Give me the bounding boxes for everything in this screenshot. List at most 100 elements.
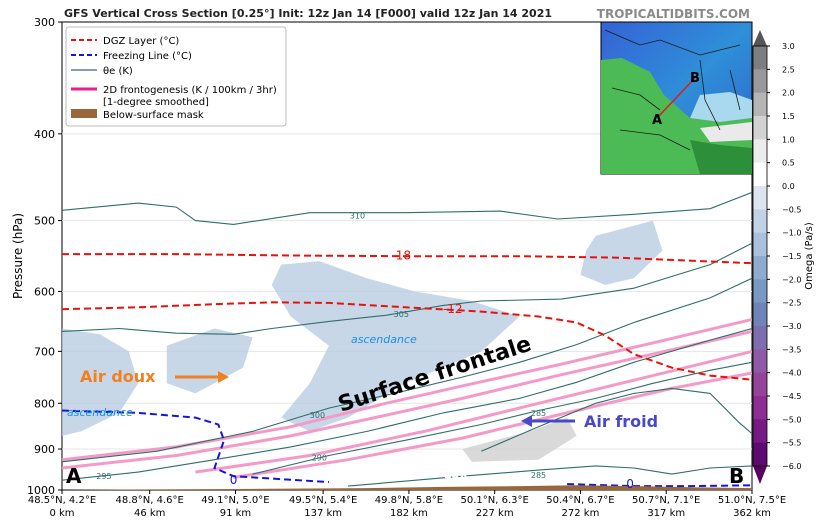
colorbar-cell-4: [753, 139, 767, 164]
below-surface-mask: [62, 485, 752, 490]
colorbar-tick-label-5: 0.5: [782, 159, 795, 168]
colorbar-tick-label-10: −2.0: [782, 275, 801, 284]
colorbar-cell-0: [753, 46, 767, 70]
colorbar-cell-9: [753, 256, 767, 280]
x-tick-dist-5: 227 km: [476, 508, 514, 519]
chart-title: GFS Vertical Cross Section [0.25°] Init:…: [64, 7, 552, 20]
colorbar-tick-label-17: −5.5: [782, 439, 801, 448]
lux-label: LUX: [444, 468, 469, 481]
colorbar-cell-2: [753, 92, 767, 117]
colorbar-bottom-extension: [753, 466, 767, 484]
theta-295-line: [62, 327, 752, 481]
inset-map-section-line: [656, 77, 696, 119]
x-tick-dist-8: 362 km: [733, 508, 771, 519]
air-froid-label: Air froid: [584, 412, 658, 431]
ascendance-label-center: ascendance: [351, 333, 417, 346]
x-tick-coord-3: 49.5°N, 5.4°E: [289, 495, 357, 506]
colorbar-cell-13: [753, 349, 767, 374]
colorbar-cell-10: [753, 279, 767, 304]
theta-285-line: [347, 465, 752, 487]
legend-label-1: Freezing Line (°C): [103, 51, 192, 62]
colorbar-label: Omega (Pa/s): [804, 222, 815, 290]
y-tick-label-1000: 1000: [27, 484, 55, 497]
contour-label-dgz-upper: -18: [391, 248, 411, 262]
theta-305-line: [62, 242, 752, 335]
air-froid-arrowhead: [521, 415, 532, 427]
colorbar-cell-3: [753, 116, 767, 140]
contour-label-theta-285: 285: [531, 409, 546, 418]
colorbar-top-extension: [753, 30, 767, 46]
colorbar-cell-7: [753, 209, 767, 234]
colorbar-tick-label-0: 3.0: [782, 42, 795, 51]
descent-region-0: [462, 417, 577, 462]
x-tick-dist-2: 91 km: [220, 508, 251, 519]
x-tick-dist-1: 46 km: [134, 508, 165, 519]
inset-map-white-zone: [700, 122, 752, 142]
dgz-upper-line: [62, 253, 752, 265]
theta-310-line: [62, 191, 752, 225]
legend-label-3-line2: [1-degree smoothed]: [103, 97, 209, 108]
colorbar-tick-label-1: 2.5: [782, 65, 795, 74]
colorbar-tick-label-9: −1.5: [782, 252, 801, 261]
colorbar-cell-1: [753, 69, 767, 94]
point-a-label: A: [66, 464, 82, 488]
contour-label-theta-285-surface: 285: [531, 471, 546, 480]
x-tick-dist-4: 182 km: [390, 508, 428, 519]
colorbar-cell-8: [753, 232, 767, 257]
contour-label-freezing: 0: [230, 473, 238, 487]
air-doux-label: Air doux: [80, 367, 156, 386]
colorbar-tick-label-14: −4.0: [782, 369, 801, 378]
omega-descent-region: [462, 417, 577, 462]
legend-label-0: DGZ Layer (°C): [103, 36, 179, 47]
colorbar-cell-6: [753, 186, 767, 210]
legend-label-3: 2D frontogenesis (K / 100km / 3hr): [103, 85, 277, 96]
theta-300-line: [62, 277, 752, 463]
colorbar-cell-5: [753, 162, 767, 187]
contour-label-theta-295: 295: [96, 472, 111, 481]
x-tick-dist-6: 272 km: [562, 508, 600, 519]
inset-map-dark-green: [690, 140, 752, 174]
legend-swatch-4: [71, 109, 97, 118]
colorbar-cells: [752, 45, 768, 467]
ascent-region-0: [62, 328, 139, 436]
colorbar-tick-label-2: 2.0: [782, 89, 795, 98]
theta-290-line: [252, 361, 752, 475]
colorbar-cell-11: [753, 302, 767, 327]
colorbar-tick-label-8: −1.0: [782, 229, 801, 238]
dgz-contours: [62, 253, 752, 381]
colorbar-cell-15: [753, 396, 767, 420]
y-axis-label: Pressure (hPa): [11, 213, 25, 299]
y-tick-label-400: 400: [34, 128, 55, 141]
colorbar-tick-label-12: −3.0: [782, 322, 801, 331]
x-tick-dist-0: 0 km: [49, 508, 74, 519]
legend-label-2: θe (K): [103, 66, 133, 77]
contour-label-theta-300: 300: [310, 411, 325, 420]
x-tick-coord-2: 49.1°N, 5.0°E: [201, 495, 269, 506]
y-tick-label-900: 900: [34, 443, 55, 456]
colorbar-cell-16: [753, 419, 767, 444]
legend: DGZ Layer (°C) Freezing Line (°C) θe (K) 2D…: [65, 26, 287, 127]
x-tick-dist-7: 317 km: [647, 508, 685, 519]
x-tick-coord-7: 50.7°N, 7.1°E: [632, 495, 700, 506]
theta-285-upper: [481, 387, 752, 452]
y-tick-label-600: 600: [34, 285, 55, 298]
x-tick-coord-0: 48.5°N, 4.2°E: [28, 495, 96, 506]
colorbar-tick-label-7: −0.5: [782, 205, 801, 214]
point-b-label: B: [729, 464, 744, 488]
colorbar-tick-label-4: 1.0: [782, 135, 795, 144]
ascendance-label-left: ascendance: [67, 406, 133, 419]
colorbar-tick-label-16: −5.0: [782, 415, 801, 424]
inset-map-borders: [604, 29, 741, 151]
colorbar-tick-label-3: 1.5: [782, 112, 795, 121]
y-tick-label-300: 300: [34, 16, 55, 29]
colorbar-tick-label-13: −3.5: [782, 345, 801, 354]
contour-label-theta-305: 305: [394, 310, 409, 319]
colorbar-tick-label-11: −2.5: [782, 299, 801, 308]
y-tick-label-800: 800: [34, 397, 55, 410]
legend-label-4: Below-surface mask: [103, 110, 204, 121]
y-axis-ticks: 300 400 500 600 700 800 900 1000: [27, 16, 62, 497]
frontogenesis-line-1: [62, 329, 752, 470]
colorbar-tick-label-18: −6.0: [782, 462, 801, 471]
x-tick-coord-5: 50.1°N, 6.3°E: [461, 495, 529, 506]
